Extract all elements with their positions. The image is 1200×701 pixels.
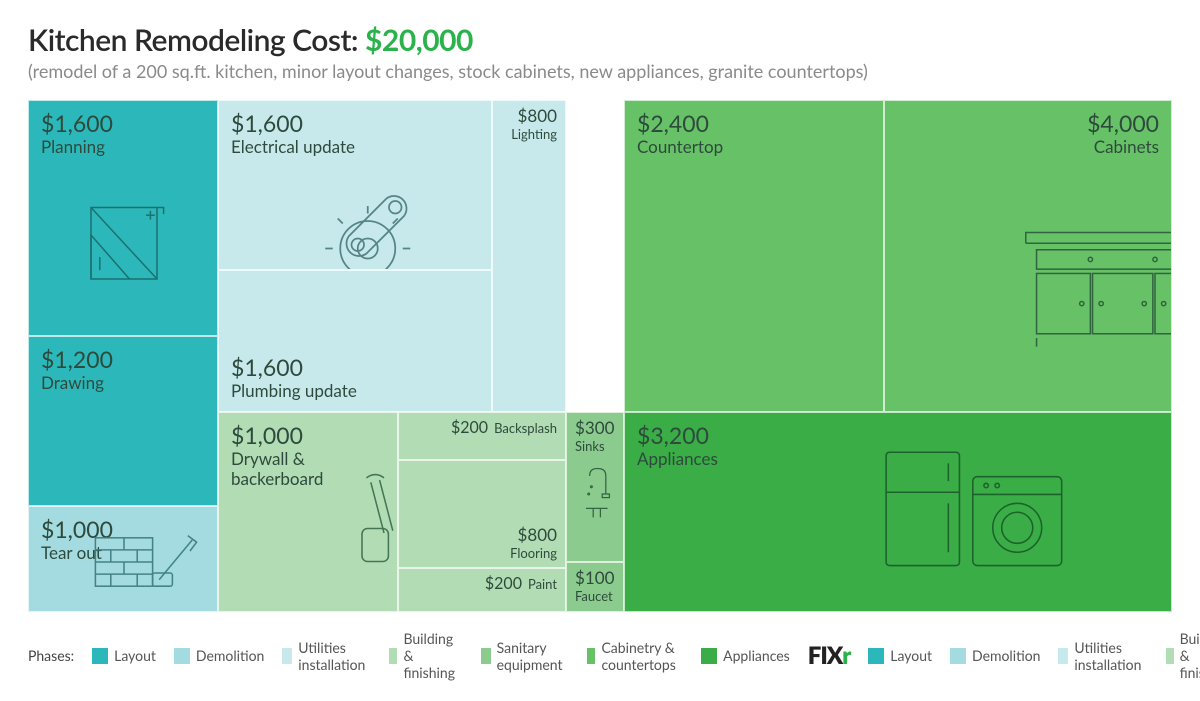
cell-lighting: $800Lighting	[492, 100, 566, 412]
legend-item: Building & finishing	[389, 630, 463, 681]
legend-item: Sanitary equipment	[481, 639, 569, 673]
legend-swatch	[1058, 648, 1068, 664]
page-title: Kitchen Remodeling Cost: $20,000	[28, 22, 1172, 58]
subtitle: (remodel of a 200 sq.ft. kitchen, minor …	[28, 60, 1172, 82]
legend-item: Utilities installation	[1058, 639, 1147, 673]
cell-paint: $200Paint	[398, 568, 566, 612]
legend-swatch	[868, 648, 884, 664]
logo: FIXr	[808, 641, 851, 670]
legend-swatch	[282, 648, 292, 664]
legend-item: Demolition	[950, 647, 1040, 664]
total-cost: $20,000	[365, 22, 473, 58]
cell-drawing: $1,200Drawing	[28, 336, 218, 506]
cell-cabinets: $4,000Cabinets	[884, 100, 1172, 412]
legend-item: Demolition	[174, 647, 264, 664]
legend-swatch	[481, 648, 491, 664]
legend-item: Cabinetry & countertops	[587, 639, 683, 673]
cell-sinks: $300Sinks	[566, 412, 624, 562]
cell-backsplash: $200Backsplash	[398, 412, 566, 460]
cell-plumbing: $1,600Plumbing update	[218, 270, 492, 412]
legend-lead: Phases:	[28, 647, 74, 664]
legend-swatch	[701, 648, 717, 664]
legend: Phases: Layout Demolition Utilities instal…	[28, 630, 1172, 681]
cell-countertop: $2,400Countertop	[624, 100, 884, 412]
header: Kitchen Remodeling Cost: $20,000 (remode…	[28, 22, 1172, 82]
legend-item: Layout	[92, 647, 156, 664]
cell-tearout: $1,000Tear out	[28, 506, 218, 612]
cell-faucet: $100Faucet	[566, 562, 624, 612]
legend-item: Layout	[868, 647, 932, 664]
legend-swatch	[587, 648, 596, 664]
cell-flooring: $800Flooring	[398, 460, 566, 568]
cell-appliances: $3,200Appliances	[624, 412, 1172, 612]
cell-planning: $1,600Planning	[28, 100, 218, 336]
legend-swatch	[950, 648, 966, 664]
legend-item: Appliances	[701, 647, 790, 664]
legend-swatch	[389, 648, 397, 664]
legend-swatch	[1166, 648, 1174, 664]
legend-swatch	[92, 648, 108, 664]
treemap: $1,600Planning $1,200Drawing$1,000Tear o…	[28, 100, 1172, 612]
cell-drywall: $1,000Drywall & backerboard	[218, 412, 398, 612]
title-prefix: Kitchen Remodeling Cost:	[28, 22, 365, 58]
cell-electrical: $1,600Electrical update	[218, 100, 492, 270]
legend-item: Building & finishing	[1166, 630, 1200, 681]
legend-item: Utilities installation	[282, 639, 371, 673]
legend-swatch	[174, 648, 190, 664]
